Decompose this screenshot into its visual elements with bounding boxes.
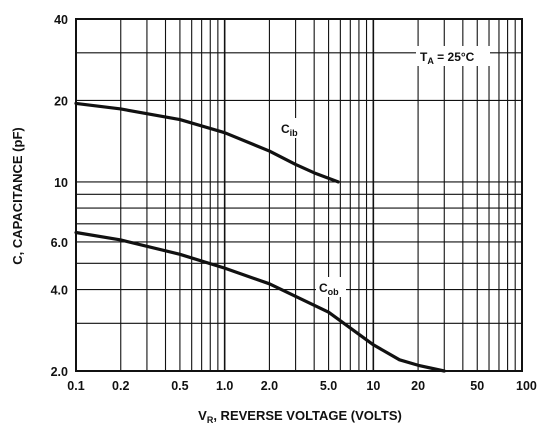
series-label-cob-sub: ob	[328, 287, 339, 297]
y-axis-title: C, CAPACITANCE (pF)	[10, 127, 25, 264]
series-label-cib-main: C	[281, 122, 290, 136]
series-label-cib-sub: ib	[290, 128, 299, 138]
condition-sub: A	[427, 56, 434, 66]
series-label-cob-main: C	[319, 281, 328, 295]
x-axis-title-sub: R	[207, 415, 214, 425]
series-line-cib	[74, 101, 340, 184]
condition-label-bg	[416, 46, 490, 66]
y-tick-label: 2.0	[51, 365, 68, 379]
series-lines	[74, 101, 446, 373]
condition-rest: = 25°C	[434, 50, 475, 64]
x-tick-label: 0.5	[171, 379, 188, 393]
y-tick-labels: 2.0 4.0 6.0 10 20 40	[51, 13, 68, 379]
y-tick-label: 4.0	[51, 284, 68, 298]
condition-label: TA = 25°C	[420, 50, 475, 66]
x-tick-label: 50	[470, 379, 484, 393]
plot-frame	[75, 18, 523, 372]
y-tick-label: 10	[54, 176, 68, 190]
series-line-cob	[74, 230, 446, 373]
condition-main: T	[420, 50, 428, 64]
series-label-cob-bg	[316, 277, 346, 297]
x-tick-label: 2.0	[261, 379, 278, 393]
x-axis-title-rest: , REVERSE VOLTAGE (VOLTS)	[213, 408, 402, 423]
x-tick-labels: 0.1 0.2 0.5 1.0 2.0 5.0 10 20 50 100	[67, 379, 537, 393]
series-label-cib: Cib	[278, 118, 306, 138]
x-tick-label: 0.1	[67, 379, 84, 393]
y-tick-label: 6.0	[51, 236, 68, 250]
x-tick-label: 20	[411, 379, 425, 393]
y-tick-label: 20	[54, 94, 68, 108]
x-axis-title: VR, REVERSE VOLTAGE (VOLTS)	[198, 408, 402, 425]
series-label-cib-bg	[278, 118, 306, 138]
x-tick-label: 1.0	[216, 379, 233, 393]
series-label-cib-text: Cib	[281, 122, 298, 138]
x-axis-title-main: V	[198, 408, 207, 423]
x-tick-label: 5.0	[320, 379, 337, 393]
x-tick-label: 100	[516, 379, 537, 393]
x-tick-label: 0.2	[112, 379, 129, 393]
x-tick-label: 10	[366, 379, 380, 393]
series-label-cob-text: Cob	[319, 281, 339, 297]
temperature-condition: TA = 25°C	[416, 46, 490, 66]
y-tick-label: 40	[54, 13, 68, 27]
grid	[75, 18, 523, 372]
series-label-cob: Cob	[316, 277, 346, 297]
